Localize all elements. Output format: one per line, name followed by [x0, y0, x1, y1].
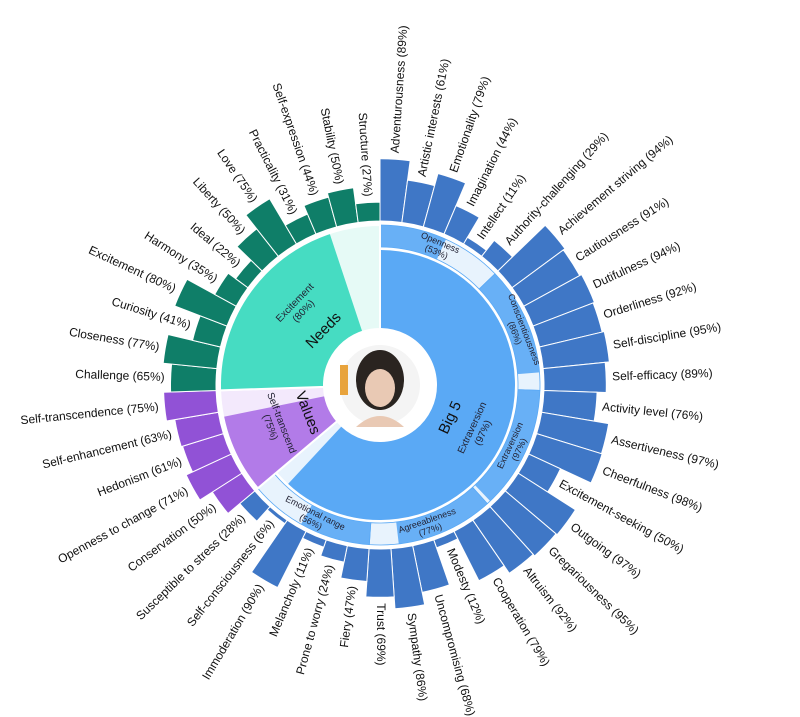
facet-label: Structure (27%): [356, 112, 376, 197]
group-outline: [274, 247, 517, 522]
facet-label: Sympathy (86%): [405, 612, 431, 702]
facet-label: Self-efficacy (89%): [612, 366, 713, 383]
group-fill: [220, 233, 363, 391]
facet-label: Self-transcendence (75%): [20, 399, 159, 427]
facet-label: Assertiveness (97%): [610, 433, 720, 472]
facet-label: Adventurousness (89%): [388, 25, 411, 154]
facet-label: Activity level (76%): [601, 400, 703, 424]
trait-fill: [396, 487, 488, 544]
facet-label: Trust (69%): [374, 603, 388, 665]
trait-fill: [301, 505, 371, 545]
group-fill: [223, 396, 338, 489]
facet-label: Fiery (47%): [337, 585, 359, 648]
trait-fill: [475, 389, 540, 502]
facet-label: Closeness (77%): [68, 325, 160, 354]
facet-label: Stability (50%): [318, 107, 347, 186]
photo: [336, 341, 424, 429]
trait-fill: [479, 273, 540, 375]
facet-label: Openness to change (71%): [55, 484, 190, 566]
facet-label: Artistic interests (61%): [415, 57, 453, 177]
facet-bar: [355, 201, 381, 224]
facet-label: Achievement striving (94%): [555, 132, 676, 237]
group-fill: [287, 249, 516, 521]
facet-label: Challenge (65%): [75, 367, 165, 384]
group-outline: [219, 223, 381, 392]
facet-bar: [365, 548, 395, 598]
trait-fill: [380, 225, 446, 260]
facet-label: Self-discipline (95%): [612, 320, 722, 352]
facet-label: Orderliness (92%): [602, 279, 699, 321]
